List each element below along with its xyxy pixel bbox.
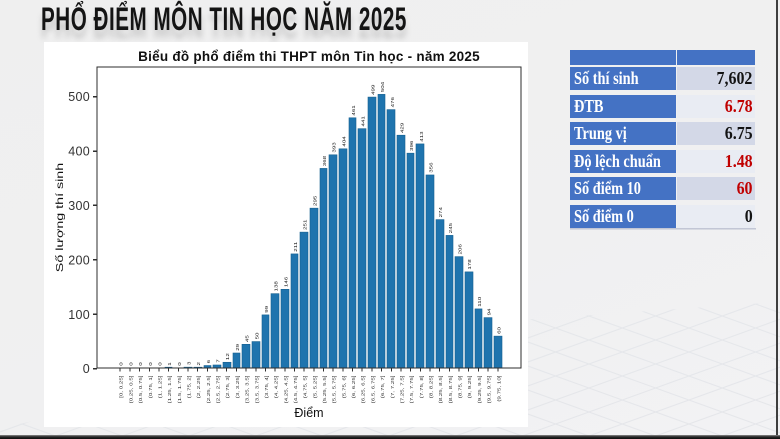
svg-text:(3.5, 3.75]: (3.5, 3.75]	[255, 375, 260, 403]
svg-text:(2, 2.25]: (2, 2.25]	[197, 375, 202, 398]
svg-text:429: 429	[400, 123, 405, 133]
svg-text:0: 0	[129, 362, 134, 365]
svg-text:99: 99	[264, 306, 269, 313]
svg-text:(5, 5.25]: (5, 5.25]	[313, 375, 318, 398]
svg-text:(1, 1.25]: (1, 1.25]	[158, 375, 163, 398]
svg-text:(1.5, 1.75]: (1.5, 1.75]	[177, 375, 182, 403]
svg-text:(9, 9.25]: (9, 9.25]	[468, 375, 473, 398]
svg-text:(5.25, 5.5]: (5.25, 5.5]	[323, 375, 328, 403]
svg-text:(4.25, 4.5]: (4.25, 4.5]	[284, 375, 289, 403]
svg-text:(7.5, 7.75]: (7.5, 7.75]	[410, 375, 415, 403]
svg-text:295: 295	[313, 196, 318, 206]
svg-text:368: 368	[323, 156, 328, 166]
svg-text:0: 0	[119, 362, 124, 365]
svg-text:504: 504	[381, 82, 386, 92]
svg-text:12: 12	[226, 353, 231, 360]
svg-text:(5.75, 6]: (5.75, 6]	[342, 375, 347, 398]
svg-text:(8, 8.25]: (8, 8.25]	[429, 375, 434, 398]
svg-text:Số lượng thí sinh: Số lượng thí sinh	[54, 163, 66, 272]
svg-text:(3.75, 4]: (3.75, 4]	[264, 375, 269, 398]
svg-text:(8.75, 9]: (8.75, 9]	[458, 375, 463, 398]
svg-text:211: 211	[294, 242, 299, 252]
svg-text:(2.75, 3]: (2.75, 3]	[226, 375, 231, 398]
svg-text:(2.5, 2.75]: (2.5, 2.75]	[216, 375, 221, 403]
svg-text:300: 300	[68, 199, 90, 213]
svg-text:6: 6	[206, 360, 211, 363]
svg-text:138: 138	[274, 281, 279, 291]
svg-text:413: 413	[419, 131, 424, 141]
svg-text:274: 274	[439, 207, 444, 217]
svg-text:441: 441	[361, 116, 366, 126]
svg-text:(0.75, 1]: (0.75, 1]	[148, 375, 153, 398]
svg-text:0: 0	[83, 362, 90, 376]
svg-text:0: 0	[177, 362, 182, 365]
svg-text:94: 94	[487, 309, 492, 316]
svg-text:461: 461	[352, 105, 357, 115]
svg-text:29: 29	[235, 344, 240, 351]
svg-text:178: 178	[468, 259, 473, 269]
svg-text:(1.75, 2]: (1.75, 2]	[187, 375, 192, 398]
svg-text:(9.75, 10]: (9.75, 10]	[497, 375, 502, 402]
svg-text:50: 50	[255, 332, 260, 339]
svg-text:500: 500	[68, 90, 90, 104]
svg-text:100: 100	[68, 308, 90, 322]
svg-text:(7, 7.25]: (7, 7.25]	[390, 375, 395, 398]
svg-text:(8.25, 8.5]: (8.25, 8.5]	[439, 375, 444, 403]
svg-text:[0, 0.25]: [0, 0.25]	[119, 375, 124, 398]
svg-text:3: 3	[187, 362, 192, 365]
svg-text:(6.5, 6.75]: (6.5, 6.75]	[371, 375, 376, 403]
svg-text:251: 251	[303, 220, 308, 230]
svg-text:(3, 3.25]: (3, 3.25]	[235, 375, 240, 398]
svg-text:(9.5, 9.75]: (9.5, 9.75]	[487, 375, 492, 403]
svg-text:2: 2	[197, 362, 202, 365]
svg-text:404: 404	[342, 136, 347, 146]
svg-text:110: 110	[477, 297, 482, 307]
svg-text:Biểu đồ phổ điểm thi THPT môn: Biểu đồ phổ điểm thi THPT môn Tin học - …	[138, 49, 480, 64]
svg-text:Điểm: Điểm	[294, 406, 323, 420]
svg-text:(1.25, 1.5]: (1.25, 1.5]	[168, 375, 173, 403]
svg-text:(3.25, 3.5]: (3.25, 3.5]	[245, 375, 250, 403]
svg-text:0: 0	[158, 362, 163, 365]
svg-text:476: 476	[390, 97, 395, 107]
svg-text:356: 356	[429, 162, 434, 172]
svg-text:(6.75, 7]: (6.75, 7]	[381, 375, 386, 398]
svg-text:499: 499	[371, 85, 376, 95]
svg-text:(0.25, 0.5]: (0.25, 0.5]	[129, 375, 134, 403]
svg-text:(6.25, 6.5]: (6.25, 6.5]	[361, 375, 366, 403]
svg-text:396: 396	[410, 141, 415, 151]
svg-text:7: 7	[216, 359, 221, 362]
svg-text:60: 60	[497, 327, 502, 334]
svg-text:400: 400	[68, 144, 90, 158]
svg-text:(0.5, 0.75]: (0.5, 0.75]	[139, 375, 144, 403]
svg-text:0: 0	[148, 362, 153, 365]
svg-text:(4, 4.25]: (4, 4.25]	[274, 375, 279, 398]
svg-text:(4.75, 5]: (4.75, 5]	[303, 375, 308, 398]
svg-text:(6, 6.25]: (6, 6.25]	[352, 375, 357, 398]
svg-text:206: 206	[458, 244, 463, 254]
svg-text:(2.25, 2.5]: (2.25, 2.5]	[206, 375, 211, 403]
svg-text:1: 1	[168, 362, 173, 365]
svg-text:(4.5, 4.75]: (4.5, 4.75]	[294, 375, 299, 403]
svg-text:245: 245	[448, 223, 453, 233]
svg-text:200: 200	[68, 253, 90, 267]
svg-text:393: 393	[332, 142, 337, 152]
svg-text:(9.25, 9.5]: (9.25, 9.5]	[477, 375, 482, 403]
svg-text:45: 45	[245, 335, 250, 342]
svg-text:146: 146	[284, 277, 289, 287]
svg-text:(7.25, 7.5]: (7.25, 7.5]	[400, 375, 405, 403]
svg-text:(7.75, 8]: (7.75, 8]	[419, 375, 424, 398]
svg-text:0: 0	[139, 362, 144, 365]
svg-text:(5.5, 5.75]: (5.5, 5.75]	[332, 375, 337, 403]
svg-text:(8.5, 8.75]: (8.5, 8.75]	[448, 375, 453, 403]
